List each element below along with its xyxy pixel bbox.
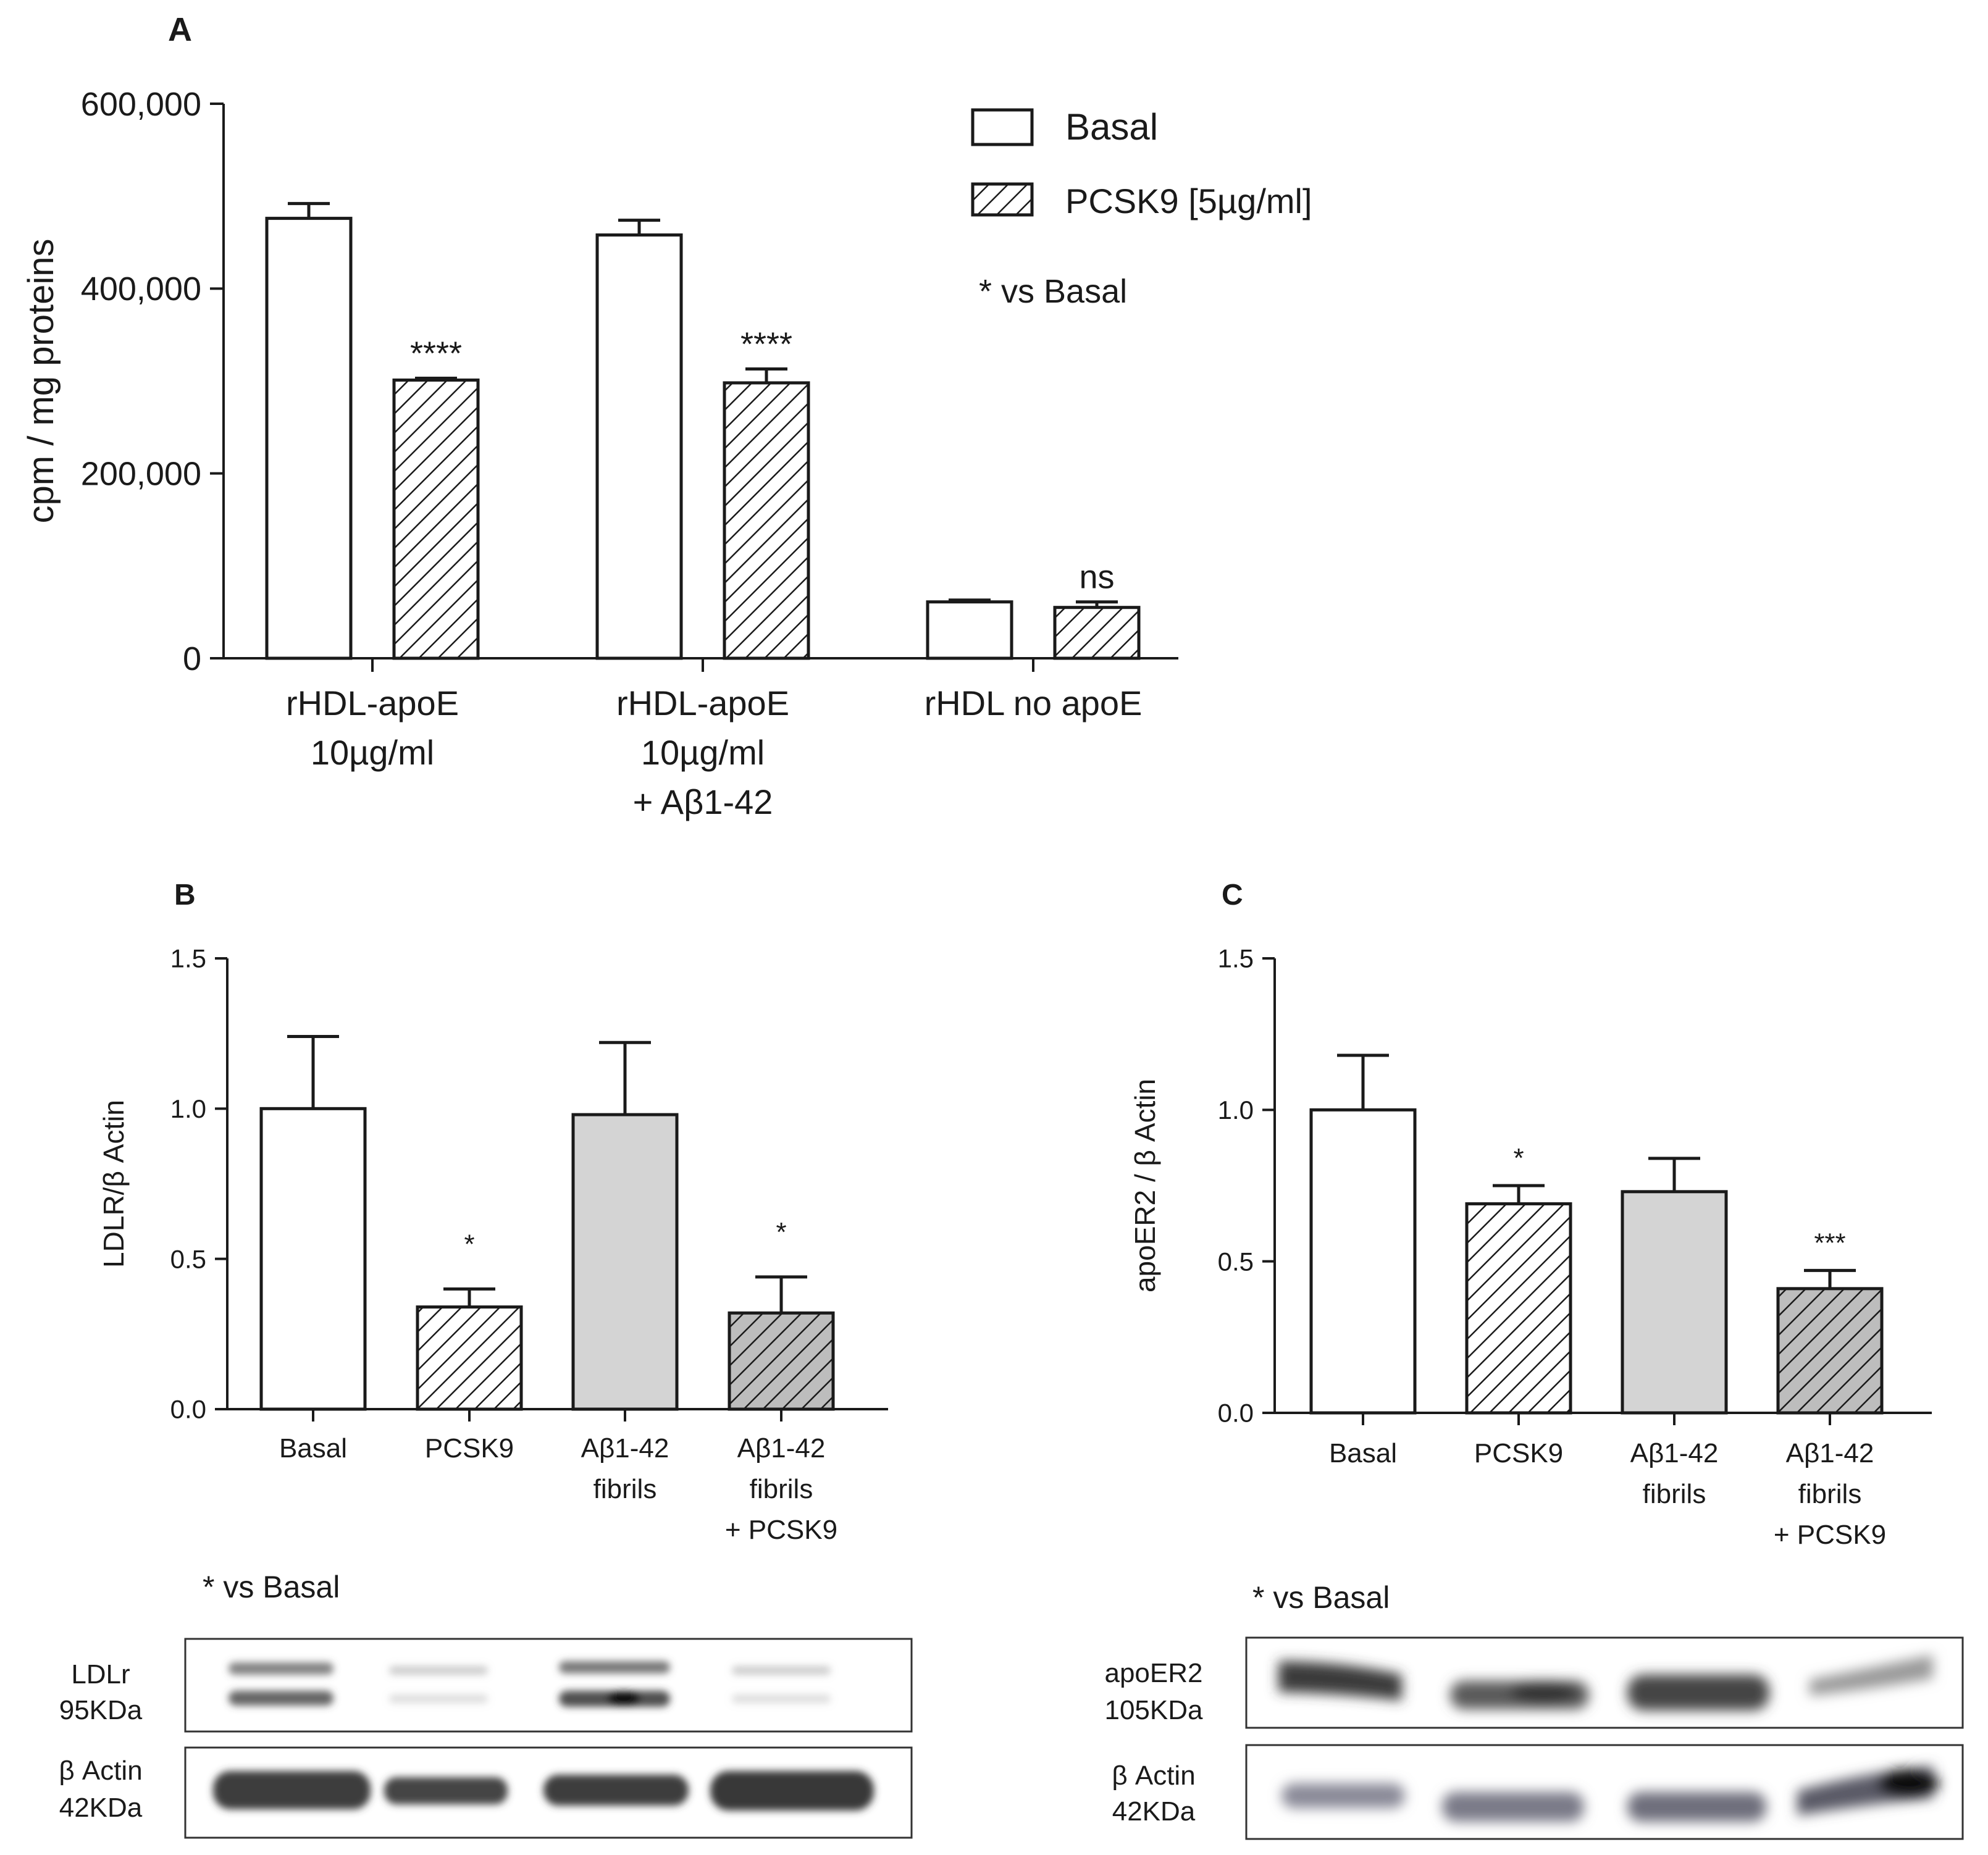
blot-label-ldlr: LDLr 95KDa [59, 1659, 143, 1725]
significance-label: **** [740, 326, 792, 363]
y-tick-label: 200,000 [81, 456, 201, 493]
y-tick-label: 0.0 [1218, 1399, 1254, 1428]
blot-ldlr-bands [229, 1661, 831, 1707]
y-axis-label: LDLR/β Actin [98, 1100, 130, 1268]
panel-letter-c: C [1222, 879, 1243, 911]
x-category-label: fibrils [593, 1474, 657, 1504]
svg-text:LDLr: LDLr [71, 1659, 130, 1690]
x-category-label: Basal [279, 1433, 347, 1463]
legend-a: Basal PCSK9 [5µg/ml] * vs Basal [971, 106, 1312, 310]
x-category-label: + PCSK9 [1774, 1520, 1886, 1550]
legend-swatch-basal [971, 108, 1034, 146]
y-tick-label: 600,000 [81, 86, 201, 123]
svg-text:apoER2: apoER2 [1104, 1658, 1202, 1688]
blot-label-apoer2: apoER2 105KDa [1104, 1658, 1203, 1725]
bar [728, 1311, 835, 1411]
x-category-label: Aβ1-42 [737, 1433, 826, 1463]
bar [265, 217, 353, 660]
panel-letter-a: A [168, 11, 192, 48]
legend-note: * vs Basal [979, 273, 1127, 310]
x-category-label: 10µg/ml [311, 733, 434, 772]
legend-label-basal: Basal [1065, 106, 1158, 148]
bar [595, 233, 683, 660]
western-blot-c: apoER2 105KDa β Actin 42KDa [1104, 1636, 1964, 1840]
bar [571, 1113, 679, 1411]
bar [392, 379, 480, 660]
x-category-label: Aβ1-42 [1786, 1438, 1874, 1468]
significance-label: * [464, 1229, 474, 1259]
x-category-label: fibrils [750, 1474, 813, 1504]
y-tick-label: 400,000 [81, 270, 201, 308]
bar [1053, 606, 1141, 660]
y-tick-label: 0.5 [1218, 1247, 1254, 1276]
chart-a: 0 200,000 400,000 600,000 cpm / mg proteins *… [21, 86, 1178, 821]
legend-swatch-pcsk9 [971, 182, 1034, 217]
x-category-label: PCSK9 [1474, 1438, 1563, 1468]
bar [259, 1107, 367, 1411]
significance-label: **** [410, 335, 462, 372]
x-category-label: rHDL no apoE [925, 684, 1143, 722]
bar [1621, 1190, 1728, 1415]
x-category-label: + Aβ1-42 [633, 782, 773, 821]
y-axis-label: apoER2 / β Actin [1129, 1079, 1161, 1292]
blot-actin-c-bands [1281, 1766, 1939, 1822]
x-category-label: PCSK9 [425, 1433, 514, 1463]
bar [1465, 1202, 1572, 1415]
x-category-label: fibrils [1643, 1479, 1706, 1509]
blot-apoer2-bands [1278, 1655, 1933, 1711]
y-tick-label: 1.5 [170, 944, 206, 973]
y-tick-label: 0 [183, 640, 201, 677]
svg-text:42KDa: 42KDa [1112, 1796, 1196, 1827]
bar [926, 600, 1013, 660]
x-category-label: rHDL-apoE [286, 684, 459, 722]
significance-label: *** [1814, 1228, 1845, 1258]
bar [1776, 1287, 1884, 1415]
blot-label-actin-c: β Actin 42KDa [1112, 1761, 1195, 1827]
bar [723, 381, 810, 660]
chart-b: 0.0 0.5 1.0 1.5 LDLR/β Actin * * Basal PCSK9 Aβ1-… [98, 944, 888, 1545]
blot-label-actin-b: β Actin 42KDa [59, 1756, 142, 1823]
svg-text:42KDa: 42KDa [59, 1793, 143, 1823]
svg-text:β Actin: β Actin [1112, 1761, 1195, 1791]
blot-ldlr-box [184, 1638, 913, 1733]
legend-label-pcsk9: PCSK9 [5µg/ml] [1065, 182, 1312, 220]
significance-label: * [1513, 1143, 1524, 1173]
y-tick-label: 1.0 [170, 1094, 206, 1123]
x-category-label: rHDL-apoE [616, 684, 789, 722]
x-category-label: Basal [1329, 1438, 1397, 1468]
panel-letter-b: B [174, 879, 196, 911]
bar [416, 1305, 523, 1411]
significance-label: ns [1079, 559, 1114, 596]
svg-text:105KDa: 105KDa [1104, 1695, 1203, 1725]
x-category-label: Aβ1-42 [1630, 1438, 1719, 1468]
x-category-label: 10µg/ml [641, 733, 765, 772]
note-b: * vs Basal [203, 1570, 340, 1604]
y-tick-label: 0.5 [170, 1244, 206, 1273]
svg-text:95KDa: 95KDa [59, 1695, 143, 1725]
x-category-label: + PCSK9 [725, 1515, 837, 1545]
y-tick-label: 0.0 [170, 1395, 206, 1424]
y-axis-label: cpm / mg proteins [21, 239, 61, 524]
x-category-label: fibrils [1798, 1479, 1862, 1509]
y-tick-label: 1.0 [1218, 1095, 1254, 1124]
western-blot-b: LDLr 95KDa β Actin 42KDa [59, 1638, 913, 1839]
y-tick-label: 1.5 [1218, 944, 1254, 973]
svg-text:β Actin: β Actin [59, 1756, 142, 1786]
significance-label: * [776, 1217, 786, 1247]
bar [1309, 1108, 1417, 1415]
note-c: * vs Basal [1252, 1580, 1390, 1615]
blot-actin-b-bands [213, 1771, 874, 1811]
x-category-label: Aβ1-42 [581, 1433, 669, 1463]
